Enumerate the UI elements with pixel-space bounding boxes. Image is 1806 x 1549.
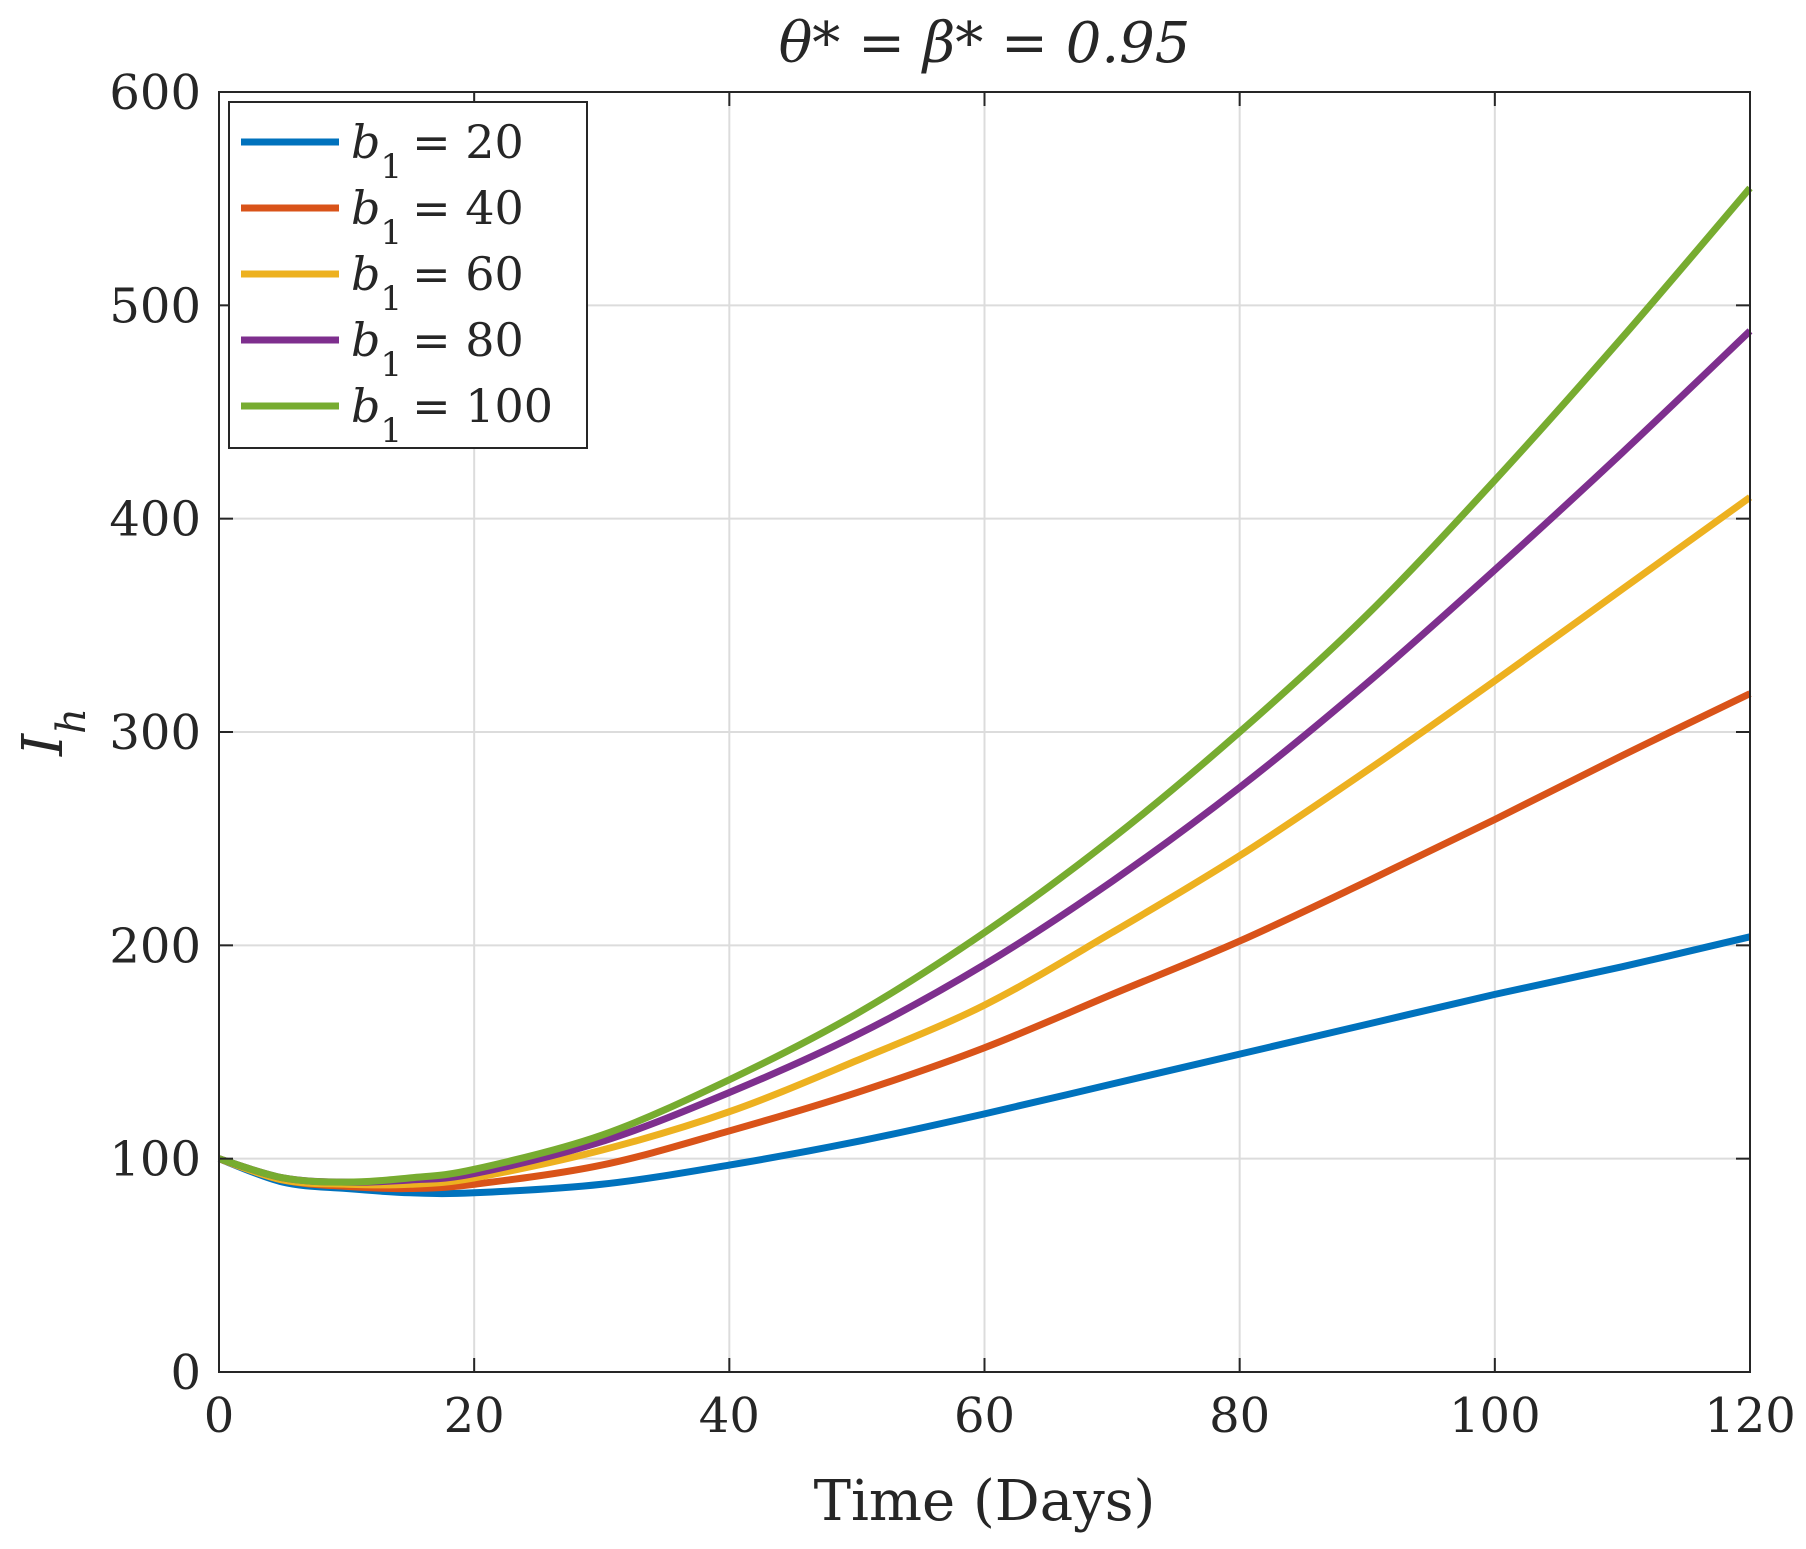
x-tick-label: 0 [204, 1388, 235, 1444]
legend-label: b1 = 100 [351, 379, 553, 451]
y-axis-label: Ih [11, 708, 95, 757]
x-tick-label: 80 [1209, 1388, 1270, 1444]
x-axis-label: Time (Days) [814, 1469, 1156, 1534]
series-layer [217, 185, 1753, 1198]
x-tick-label: 60 [954, 1388, 1015, 1444]
x-tick-label: 40 [699, 1388, 760, 1444]
x-tick-label: 20 [444, 1388, 505, 1444]
series-line-3 [217, 494, 1753, 1189]
legend-item-4[interactable]: b1 = 80 [241, 313, 524, 385]
y-tick-label: 400 [109, 492, 201, 548]
y-tick-label: 300 [109, 705, 201, 761]
y-tick-label: 0 [170, 1345, 201, 1401]
tick-layer: 0 20 40 60 80 100 120 0 100 200 300 400 500 600 [109, 65, 1795, 1444]
legend-item-5[interactable]: b1 = 100 [241, 379, 553, 451]
x-tick-label: 100 [1449, 1388, 1541, 1444]
series-line-2 [217, 690, 1752, 1193]
chart-title: θ* = β* = 0.95 [779, 11, 1191, 76]
y-tick-label: 100 [109, 1132, 201, 1188]
grid-layer [219, 92, 1750, 1372]
y-tick-label: 600 [109, 65, 201, 121]
y-tick-label: 500 [109, 278, 201, 334]
legend-item-1[interactable]: b1 = 20 [241, 115, 524, 187]
series-line-5 [217, 185, 1753, 1186]
x-tick-label: 120 [1704, 1388, 1796, 1444]
legend-item-3[interactable]: b1 = 60 [241, 247, 524, 319]
legend-item-2[interactable]: b1 = 40 [241, 181, 524, 253]
legend-label: b1 = 20 [351, 115, 524, 187]
legend-label: b1 = 80 [351, 313, 524, 385]
legend-label: b1 = 40 [351, 181, 524, 253]
legend-label: b1 = 60 [351, 247, 524, 319]
series-line-1 [217, 933, 1751, 1198]
y-tick-label: 200 [109, 918, 201, 974]
